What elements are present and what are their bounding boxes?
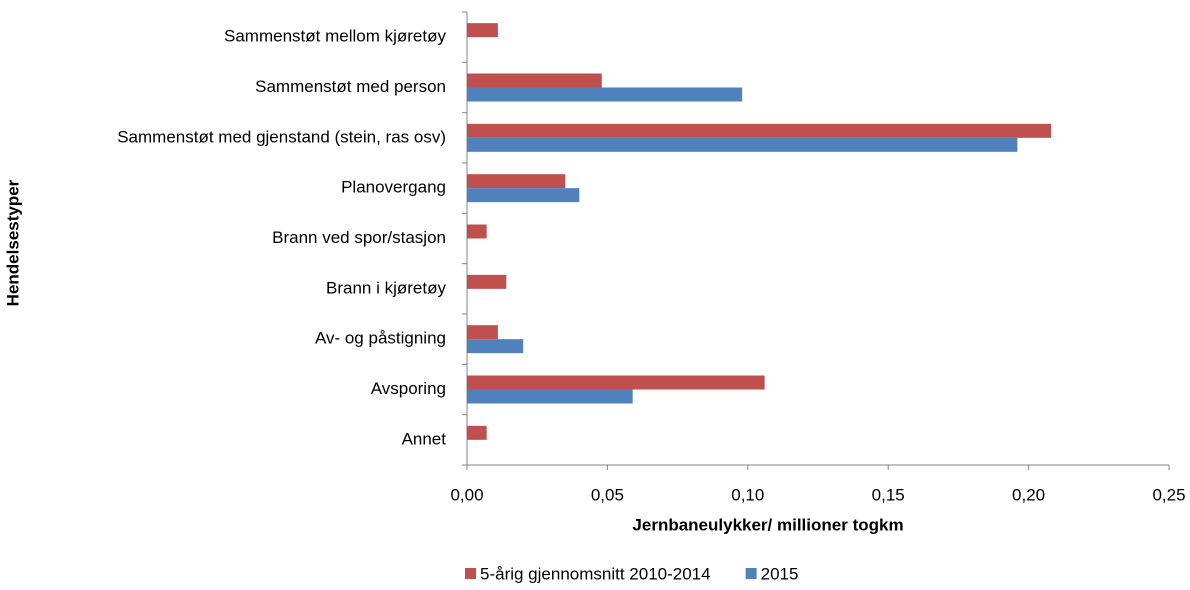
y-tick-label: Avsporing: [371, 379, 446, 398]
legend-label: 2015: [761, 564, 799, 583]
y-tick-label: Planovergang: [341, 178, 446, 197]
y-tick-label: Brann ved spor/stasjon: [272, 228, 446, 247]
x-tick-label: 0,00: [450, 485, 483, 504]
x-tick-label: 0,05: [591, 485, 624, 504]
bar: [467, 87, 743, 102]
bar: [467, 375, 765, 390]
x-axis-title: Jernbaneulykker/ millioner togkm: [632, 515, 903, 534]
bar: [467, 224, 487, 239]
legend-label: 5-årig gjennomsnitt 2010-2014: [480, 564, 711, 583]
bar: [467, 274, 507, 289]
x-tick-label: 0,15: [872, 485, 905, 504]
x-tick-label: 0,25: [1152, 485, 1185, 504]
legend-swatch: [745, 568, 757, 579]
bar: [467, 389, 633, 404]
y-tick-label: Sammenstøt med person: [255, 77, 446, 96]
bar: [467, 137, 1018, 152]
bar: [467, 325, 498, 340]
bar: [467, 188, 580, 203]
y-tick-label: Annet: [402, 429, 447, 448]
x-tick-label: 0,10: [731, 485, 764, 504]
y-tick-label: Sammenstøt mellom kjøretøy: [224, 27, 446, 46]
bar: [467, 123, 1052, 138]
legend-swatch: [465, 568, 476, 579]
bar: [467, 174, 566, 189]
y-tick-label: Brann i kjøretøy: [326, 278, 446, 297]
y-tick-label: Sammenstøt med gjenstand (stein, ras osv…: [117, 127, 446, 146]
bar: [467, 339, 524, 354]
bar: [467, 73, 602, 88]
x-tick-label: 0,20: [1012, 485, 1045, 504]
bar: [467, 425, 487, 440]
y-axis-title: Hendelsestyper: [3, 179, 22, 306]
bar: [467, 23, 498, 38]
y-tick-label: Av- og påstigning: [315, 329, 446, 348]
